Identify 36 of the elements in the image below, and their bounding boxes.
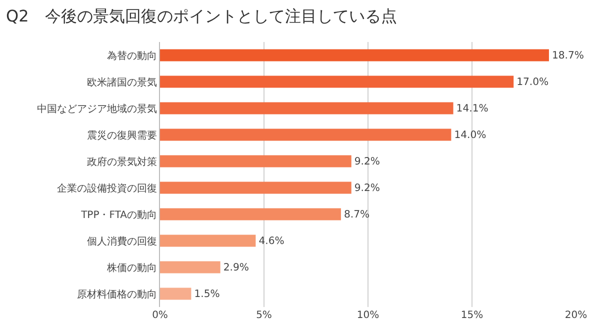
data-label: 14.1% [456,103,489,114]
bar [160,288,192,300]
data-label: 18.7% [552,50,584,62]
x-tick-label: 10% [356,310,380,321]
data-label: 9.2% [354,182,380,194]
data-label: 14.0% [454,130,487,141]
chart-title: Q2 今後の景気回復のポイントとして注目している点 [6,6,397,26]
bar [160,261,220,274]
x-tick-label: 0% [152,310,168,321]
data-label: 2.9% [223,262,250,274]
bar [160,208,341,220]
data-label: 9.2% [354,156,380,168]
y-tick-label: 株価の動向 [106,262,157,274]
data-label: 8.7% [344,209,370,220]
y-tick-label: 欧米諸国の景気 [87,76,157,88]
data-label: 4.6% [258,236,285,247]
bar [160,155,352,168]
bar [160,128,452,141]
y-tick-label: 震災の復興需要 [87,129,157,142]
bar [160,234,256,247]
y-tick-label: 政府の景気対策 [87,156,157,168]
bar [160,76,514,88]
x-tick-label: 15% [460,310,484,321]
data-label: 1.5% [194,288,220,300]
y-tick-label: 個人消費の回復 [87,235,157,248]
y-tick-label: 原材料価格の動向 [77,288,157,300]
data-label: 17.0% [516,76,550,88]
x-tick-label: 5% [256,310,272,321]
y-tick-label: 企業の設備投資の回復 [57,182,157,194]
y-tick-label: 中国などアジア地域の景気 [37,102,157,115]
bar [160,102,454,114]
y-tick-label: TPP・FTAの動向 [80,208,157,221]
x-tick-label: 20% [564,310,588,321]
bar [160,49,549,62]
y-tick-label: 為替の動向 [107,50,157,62]
bar [160,182,352,194]
